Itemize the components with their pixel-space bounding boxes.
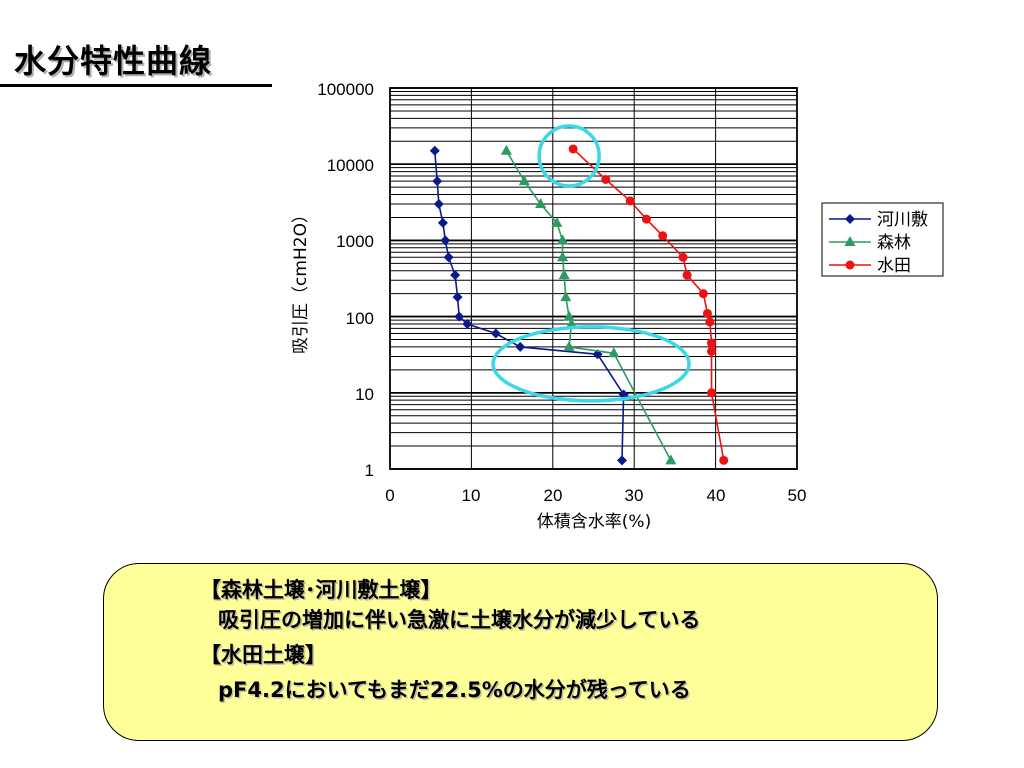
- data-point-diamond: [490, 328, 501, 339]
- data-point-diamond: [443, 252, 454, 263]
- highlight-ellipse-drop: [491, 325, 691, 403]
- note-heading-forest-riverbed: 【森林土壌･河川敷土壌】: [200, 578, 442, 602]
- data-point-circle: [682, 270, 692, 280]
- data-point-circle: [707, 346, 717, 356]
- x-axis-title: 体積含水率(%): [537, 512, 651, 532]
- data-point-triangle: [518, 175, 530, 186]
- data-point-circle: [707, 338, 717, 348]
- data-point-circle: [625, 196, 635, 206]
- legend-box: [821, 202, 944, 277]
- y-tick-label-100: 100: [346, 309, 374, 328]
- data-point-circle: [601, 174, 611, 184]
- data-point-circle: [702, 308, 712, 318]
- data-point-diamond: [452, 292, 463, 303]
- data-point-diamond: [462, 318, 473, 329]
- legend: 河川敷 森林 水田: [821, 202, 944, 277]
- plot-frame: [389, 87, 798, 470]
- data-point-triangle: [608, 347, 620, 358]
- data-point-circle: [705, 317, 715, 327]
- y-tick-label-10: 10: [355, 385, 374, 404]
- data-point-diamond: [429, 145, 440, 156]
- y-tick-label-10000: 10000: [327, 156, 374, 175]
- data-point-triangle: [560, 291, 572, 302]
- data-point-diamond: [432, 176, 443, 187]
- y-tick-label-100000: 100000: [317, 80, 374, 99]
- water-retention-chart: 0 10 20 30 40 50 1 10 100 1000 10000 100…: [291, 80, 944, 532]
- x-tick-label-30: 30: [625, 486, 644, 505]
- y-tick-label-1000: 1000: [336, 232, 374, 251]
- data-point-triangle: [563, 310, 575, 321]
- data-point-diamond: [437, 217, 448, 228]
- y-tick-label-1: 1: [365, 461, 374, 480]
- data-point-triangle: [557, 234, 569, 245]
- data-point-triangle: [563, 340, 575, 351]
- data-point-diamond: [440, 235, 451, 246]
- data-point-circle: [719, 455, 729, 465]
- data-point-triangle: [665, 454, 677, 465]
- highlight-circle-paddy: [537, 124, 601, 188]
- x-tick-label-50: 50: [788, 486, 807, 505]
- data-point-diamond: [616, 455, 627, 466]
- legend-marker-triangle-icon: [844, 236, 856, 246]
- x-tick-label-0: 0: [385, 486, 394, 505]
- data-point-diamond: [450, 270, 461, 281]
- data-point-triangle: [535, 198, 547, 209]
- data-point-triangle: [566, 317, 578, 328]
- notes-callout: 【森林土壌･河川敷土壌】 吸引圧の増加に伴い急激に土壌水分が減少している 【水田…: [103, 563, 938, 741]
- legend-marker-diamond-icon: [845, 214, 855, 224]
- data-point-circle: [658, 231, 668, 241]
- title-underline: [0, 84, 272, 87]
- note-text-forest-riverbed: 吸引圧の増加に伴い急激に土壌水分が減少している: [218, 608, 701, 632]
- note-text-paddy: pF4.2においてもまだ22.5%の水分が残っている: [218, 678, 691, 702]
- legend-label-shinrin: 森林: [877, 233, 911, 253]
- data-point-triangle: [551, 216, 563, 227]
- legend-label-kasenjiki: 河川敷: [877, 210, 928, 230]
- x-tick-label-20: 20: [544, 486, 563, 505]
- slide-title: 水分特性曲線: [14, 42, 213, 80]
- plot-area: [390, 88, 797, 469]
- data-point-diamond: [433, 199, 444, 210]
- data-point-diamond: [454, 311, 465, 322]
- data-point-circle: [641, 214, 651, 224]
- data-point-triangle: [557, 251, 569, 262]
- data-point-diamond: [515, 341, 526, 352]
- legend-label-suiden: 水田: [877, 256, 911, 276]
- y-axis-title: 吸引圧（cmH2O）: [291, 206, 311, 354]
- data-point-triangle: [500, 144, 512, 155]
- x-tick-label-40: 40: [707, 486, 726, 505]
- data-point-circle: [707, 388, 717, 398]
- data-point-circle: [568, 144, 578, 154]
- data-point-circle: [698, 289, 708, 299]
- data-point-circle: [678, 252, 688, 262]
- data-point-triangle: [558, 269, 570, 280]
- legend-marker-circle-icon: [845, 260, 855, 270]
- note-heading-paddy: 【水田土壌】: [200, 643, 326, 667]
- x-tick-label-10: 10: [462, 486, 481, 505]
